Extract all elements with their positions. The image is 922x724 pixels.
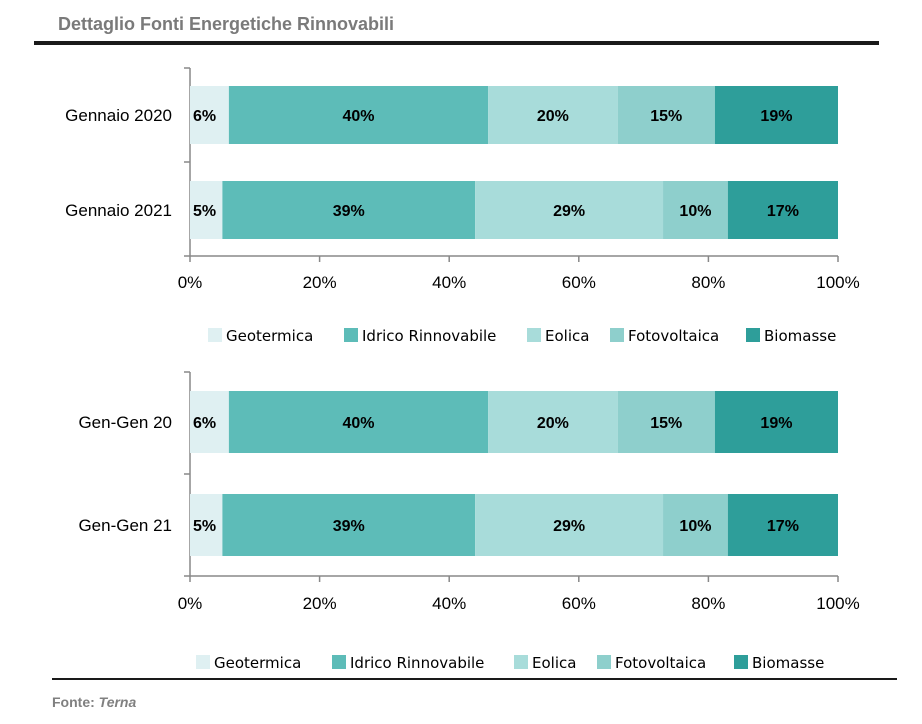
data-label: 10% (679, 518, 711, 535)
data-label: 19% (760, 415, 792, 432)
x-tick-label: 0% (178, 273, 203, 292)
legend-label: Idrico Rinnovabile (350, 654, 484, 672)
legend-label: Fotovoltaica (615, 654, 706, 672)
bar-segment-geotermica (190, 391, 229, 453)
bar-segment-biomasse (714, 86, 838, 144)
legend-swatch-idrico-rinnovabile (332, 655, 346, 669)
data-label: 15% (650, 415, 682, 432)
bar-segment-idrico-rinnovabile (222, 181, 476, 239)
legend-swatch-biomasse (734, 655, 748, 669)
legend-swatch-eolica (514, 655, 528, 669)
data-label: 17% (767, 203, 799, 220)
data-label: 39% (333, 518, 365, 535)
legend-label: Eolica (545, 327, 589, 345)
x-tick-label: 60% (562, 273, 596, 292)
source-value: Terna (98, 694, 137, 710)
bar-segment-eolica (488, 391, 618, 453)
legend-swatch-fotovoltaica (597, 655, 611, 669)
data-label: 15% (650, 108, 682, 125)
data-label: 29% (553, 203, 585, 220)
bar-segment-fotovoltaica (663, 181, 728, 239)
bar-segment-biomasse (714, 391, 838, 453)
bar-segment-geotermica (190, 181, 223, 239)
footer-rule (52, 678, 897, 680)
x-tick-label: 80% (691, 594, 725, 613)
legend-swatch-geotermica (196, 655, 210, 669)
bar-segment-idrico-rinnovabile (228, 86, 489, 144)
x-tick-label: 60% (562, 594, 596, 613)
bar-segment-eolica (475, 494, 664, 556)
data-label: 39% (333, 203, 365, 220)
bar-segment-eolica (488, 86, 618, 144)
legend-label: Idrico Rinnovabile (362, 327, 496, 345)
x-tick-label: 40% (432, 273, 466, 292)
category-label: Gen-Gen 21 (78, 516, 172, 535)
data-label: 5% (193, 518, 216, 535)
data-label: 6% (193, 108, 216, 125)
data-label: 20% (537, 415, 569, 432)
legend-swatch-eolica (527, 328, 541, 342)
data-label: 40% (342, 415, 374, 432)
source-note: Fonte: Terna (52, 694, 136, 710)
legend-label: Geotermica (214, 654, 301, 672)
x-tick-label: 100% (816, 273, 859, 292)
bar-segment-fotovoltaica (617, 391, 715, 453)
legend-label: Geotermica (226, 327, 313, 345)
data-label: 20% (537, 108, 569, 125)
bar-segment-eolica (475, 181, 664, 239)
source-label: Fonte: (52, 694, 99, 710)
x-tick-label: 40% (432, 594, 466, 613)
page-title: Dettaglio Fonti Energetiche Rinnovabili (58, 14, 395, 34)
x-tick-label: 20% (303, 273, 337, 292)
data-label: 17% (767, 518, 799, 535)
x-tick-label: 80% (691, 273, 725, 292)
data-label: 5% (193, 203, 216, 220)
legend-swatch-fotovoltaica (610, 328, 624, 342)
stacked-bar-chart-cumulative: 0% 20% 40% 60% 80% 100% Gen-Gen 20 6% 40% 20% 15% 1… (78, 371, 860, 672)
category-label: Gen-Gen 20 (78, 413, 172, 432)
data-label: 40% (342, 108, 374, 125)
title-rule (34, 41, 879, 45)
bar-segment-idrico-rinnovabile (228, 391, 489, 453)
stacked-bar-chart-monthly: 0% 20% 40% 60% 80% 100% Gennaio 2020 6% 40% 20% 15… (65, 67, 860, 345)
legend-label: Eolica (532, 654, 576, 672)
bar-segment-geotermica (190, 86, 229, 144)
bar-segment-biomasse (727, 494, 838, 556)
legend-swatch-geotermica (208, 328, 222, 342)
legend-label: Biomasse (752, 654, 824, 672)
bar-segment-fotovoltaica (617, 86, 715, 144)
legend-swatch-biomasse (746, 328, 760, 342)
x-tick-label: 100% (816, 594, 859, 613)
category-label: Gennaio 2020 (65, 106, 172, 125)
category-label: Gennaio 2021 (65, 201, 172, 220)
legend-label: Biomasse (764, 327, 836, 345)
bar-segment-biomasse (727, 181, 838, 239)
data-label: 19% (760, 108, 792, 125)
data-label: 29% (553, 518, 585, 535)
data-label: 6% (193, 415, 216, 432)
x-tick-label: 20% (303, 594, 337, 613)
bar-segment-idrico-rinnovabile (222, 494, 476, 556)
legend-label: Fotovoltaica (628, 327, 719, 345)
bar-segment-geotermica (190, 494, 223, 556)
bar-segment-fotovoltaica (663, 494, 728, 556)
x-tick-label: 0% (178, 594, 203, 613)
data-label: 10% (679, 203, 711, 220)
legend-swatch-idrico-rinnovabile (344, 328, 358, 342)
